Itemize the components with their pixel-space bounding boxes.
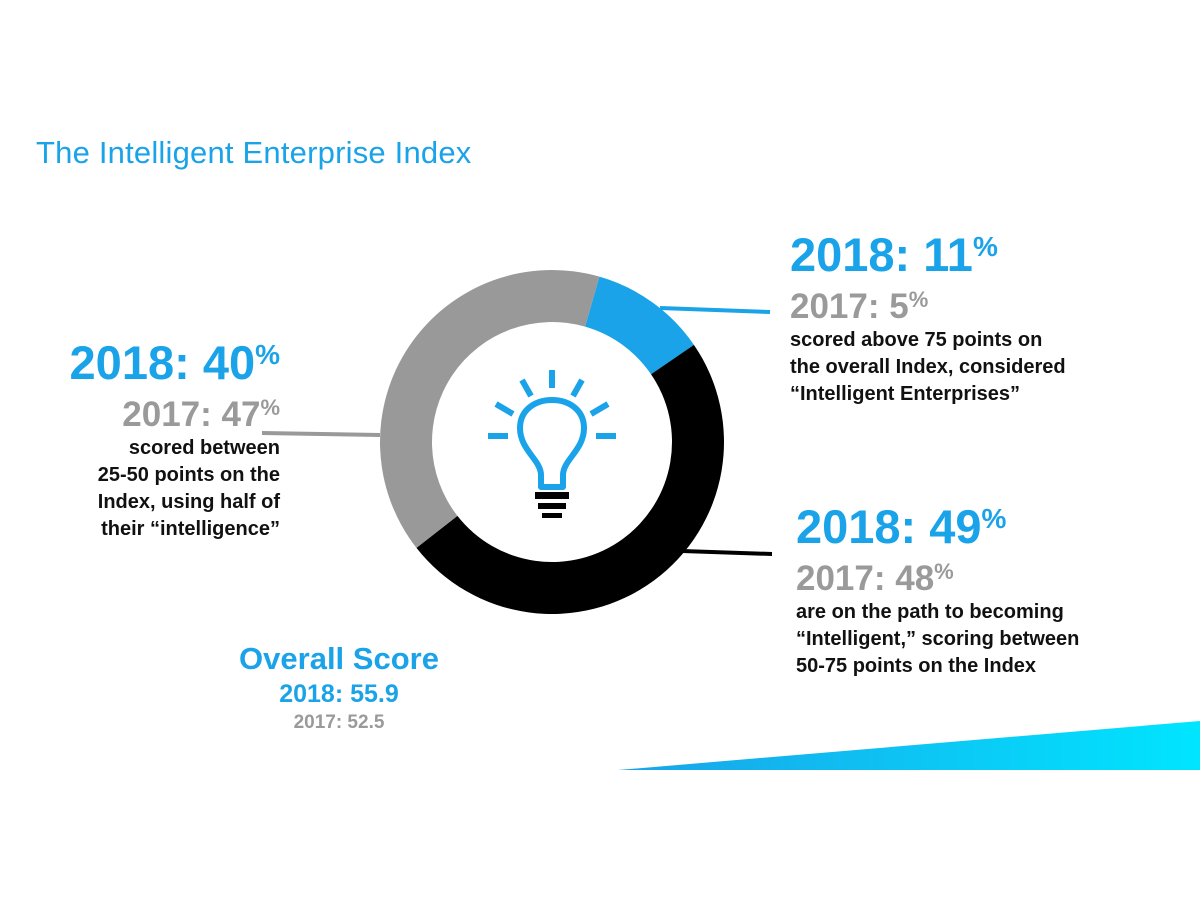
page-title: The Intelligent Enterprise Index <box>36 135 472 170</box>
donut-slice-50-75 <box>416 344 724 614</box>
overall-score-title: Overall Score <box>239 641 439 676</box>
callout-bottom-right-2018: 2018: 49% <box>796 500 1007 553</box>
lightbulb-base <box>535 492 569 518</box>
donut-slice-above-75 <box>585 276 694 375</box>
gradient-swoosh <box>618 721 1200 770</box>
overall-score-2017: 2017: 52.5 <box>293 712 385 733</box>
callout-top-right-2017: 2017: 5% <box>790 287 929 326</box>
leader-line-top-right <box>659 306 771 314</box>
overall-score-2018: 2018: 55.9 <box>279 680 399 708</box>
leader-line-left <box>261 431 381 437</box>
leader-line-bottom-right <box>681 549 773 556</box>
callout-bottom-right-description: are on the path to becoming “Intelligent… <box>796 601 1080 677</box>
callout-left-description: scored between 25-50 points on the Index… <box>97 437 280 540</box>
callout-top-right-description: scored above 75 points on the overall In… <box>790 329 1066 405</box>
donut-slice-25-50 <box>379 269 600 548</box>
callout-bottom-right-2017: 2017: 48% <box>796 559 954 598</box>
callout-left: 2018: 40% 2017: 47% scored between 25-50… <box>40 330 280 543</box>
callout-top-right: 2018: 11% 2017: 5% scored above 75 point… <box>790 222 1150 408</box>
callout-top-right-2018: 2018: 11% <box>790 228 998 281</box>
overall-score: Overall Score 2018: 55.9 2017: 52.5 <box>200 640 478 736</box>
callout-left-2017: 2017: 47% <box>122 395 280 434</box>
callout-left-2018: 2018: 40% <box>69 336 280 389</box>
callout-bottom-right: 2018: 49% 2017: 48% are on the path to b… <box>796 494 1156 680</box>
lightbulb-icon <box>488 370 616 490</box>
